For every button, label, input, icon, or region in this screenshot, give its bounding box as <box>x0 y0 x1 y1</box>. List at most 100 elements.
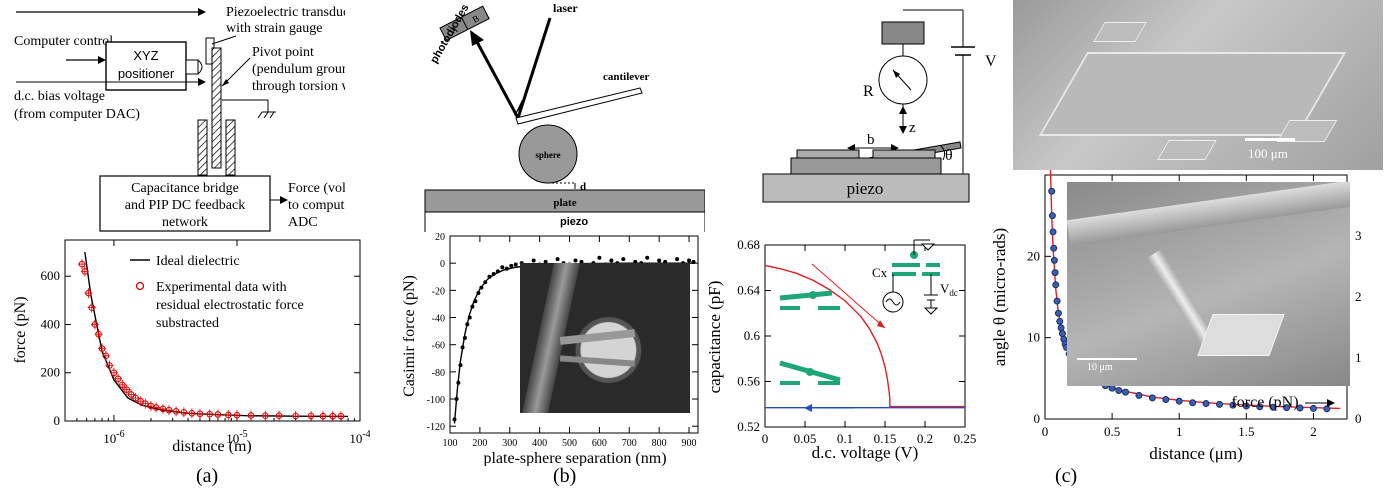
data-point <box>675 257 680 262</box>
data-point <box>106 362 113 369</box>
data-point <box>319 412 327 420</box>
data-point <box>657 258 662 263</box>
data-point <box>142 400 149 407</box>
data-point <box>1269 403 1277 411</box>
data-point <box>102 352 110 360</box>
data-point <box>487 274 492 279</box>
data-point <box>275 412 283 419</box>
data-point <box>509 263 514 268</box>
data-point <box>500 265 505 270</box>
data-point <box>495 269 500 274</box>
legend-exp-label-2: residual electrostatic force <box>156 298 304 313</box>
cantilever <box>515 87 643 125</box>
data-point <box>621 257 626 262</box>
y-tick-label: 20 <box>435 232 445 243</box>
inset-state-up <box>779 290 840 310</box>
data-point <box>1052 281 1060 289</box>
label-piezo-2: with strain gauge <box>226 21 322 36</box>
chart-c-xlabel: d.c. voltage (V) <box>812 443 919 462</box>
data-point <box>1050 256 1058 264</box>
data-point <box>95 330 102 338</box>
x-tick-label: 200 <box>472 438 487 449</box>
y-tick-label: -80 <box>432 368 445 379</box>
y-right-tick-label: 3 <box>1355 228 1362 243</box>
label-force-3: ADC <box>288 215 318 230</box>
data-point <box>91 321 99 328</box>
label-piezo-1: Piezoelectric transducer <box>226 5 345 20</box>
data-point <box>188 409 196 417</box>
vdc-label: Vdc <box>940 281 958 298</box>
data-point <box>172 408 180 415</box>
data-point <box>127 391 135 398</box>
caption-c: (c) <box>1055 465 1078 487</box>
label-cap-2: and PIP DC feedback <box>125 198 245 213</box>
y-right-tick-label: 2 <box>1355 289 1362 304</box>
data-point <box>1115 387 1123 395</box>
laser-label: laser <box>553 1 578 15</box>
y-tick-label: -40 <box>432 314 445 325</box>
sem-inset-b <box>520 263 690 413</box>
chart-b-ylabel: Casimir force (pN) <box>401 275 418 397</box>
y-tick-label: 0 <box>440 259 445 270</box>
chart-b-xlabel: plate-sphere separation (nm) <box>483 450 666 466</box>
data-point <box>1229 401 1237 409</box>
data-point <box>1058 330 1066 338</box>
v-label: V <box>985 53 997 70</box>
caption-a: (a) <box>196 465 219 487</box>
data-point <box>1048 187 1056 195</box>
x-tick-label: 900 <box>682 438 697 449</box>
data-point <box>1189 399 1197 407</box>
data-point <box>247 412 255 419</box>
data-point <box>483 280 488 285</box>
scale-label-top: 100 μm <box>1248 146 1288 161</box>
photodiodes: A B <box>439 5 490 42</box>
data-point <box>555 257 560 262</box>
x-tick-label: 100 <box>443 438 458 449</box>
y-right-tick-label: 1 <box>1355 350 1362 365</box>
data-point <box>159 405 167 413</box>
pendulum <box>211 47 222 169</box>
x-tick-label: 300 <box>502 438 517 449</box>
chart-d-ylabel: angle θ (micro-rads) <box>990 228 1009 366</box>
chart-b-frame <box>449 235 699 434</box>
y-tick-label: 10 <box>1027 330 1040 345</box>
photodiode-b-label: B <box>471 13 481 25</box>
y-tick-label: 0.6 <box>744 328 761 343</box>
y-tick-label: 20 <box>1027 248 1040 263</box>
data-point <box>1296 404 1304 412</box>
data-point <box>81 268 89 275</box>
x-tick-label: 10-4 <box>349 429 370 446</box>
data-point <box>262 412 269 419</box>
y-tick-label: 200 <box>41 365 61 380</box>
panel-a-schematic: Computer control XYZ positioner d.c. bia… <box>14 5 345 232</box>
force-label: force (pN) <box>1231 394 1298 411</box>
y-tick-label: -100 <box>427 395 445 406</box>
scale-bar-top <box>1245 138 1295 141</box>
legend-exp-label-1: Experimental data with <box>156 280 287 295</box>
data-point <box>470 304 475 309</box>
data-point <box>1048 212 1056 220</box>
legend-exp-label-3: substracted <box>156 316 219 331</box>
x-tick-label: 0.1 <box>837 431 853 446</box>
data-point <box>307 412 315 420</box>
y-tick-label: 0.64 <box>737 283 760 298</box>
data-point <box>452 417 457 422</box>
y-tick-label: -20 <box>432 286 445 297</box>
x-tick-label: 1 <box>1176 424 1183 439</box>
data-point <box>491 272 496 277</box>
data-point <box>1054 309 1062 317</box>
data-point <box>479 285 484 290</box>
chart-a-xlabel: distance (m) <box>172 438 252 455</box>
cx-label: Cx <box>872 265 888 280</box>
panel-b-schematic: A B photodiodes laser cantilever sphere … <box>424 1 705 232</box>
data-point <box>691 259 696 264</box>
data-point <box>1053 297 1061 305</box>
data-point <box>119 381 126 389</box>
plate-label: plate <box>553 197 576 209</box>
sem-photo-top: 100 μm <box>1013 0 1383 170</box>
data-point <box>573 258 578 263</box>
scale-bar-inset <box>1077 358 1137 360</box>
data-point <box>1049 228 1057 236</box>
